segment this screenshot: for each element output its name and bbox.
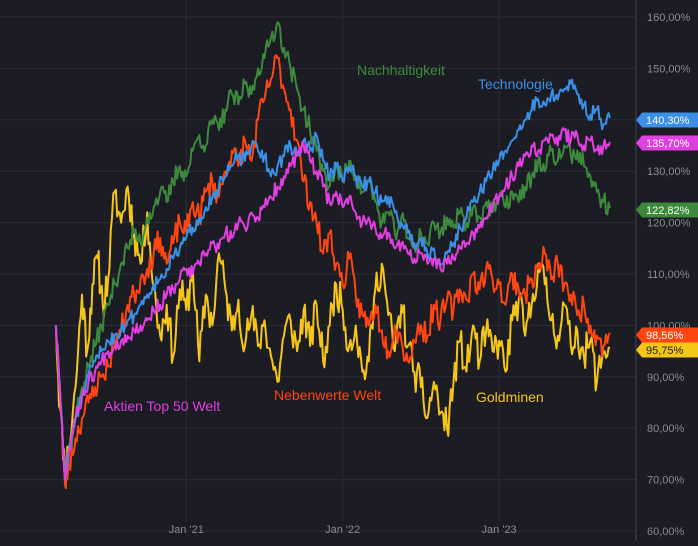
y-tick-label: 90,00%	[647, 372, 685, 384]
end-value-label: 95,75%	[646, 345, 684, 357]
end-value-flag-bg	[636, 135, 698, 151]
end-value-flag: 98,56%	[636, 327, 698, 343]
x-tick-label: Jan '23	[482, 524, 517, 536]
series-line-nebenwerte-welt[interactable]	[54, 54, 611, 490]
series-label: Nebenwerte Welt	[274, 387, 381, 403]
end-value-flag: 95,75%	[636, 342, 698, 358]
series-label: Technologie	[478, 76, 553, 92]
end-value-label: 140,30%	[646, 115, 690, 127]
end-value-flag-bg	[636, 202, 698, 218]
end-value-flag-bg	[636, 112, 698, 128]
end-value-flag-bg	[636, 342, 698, 358]
end-value-flag: 122,82%	[636, 202, 698, 218]
end-value-label: 98,56%	[646, 330, 684, 342]
y-tick-label: 120,00%	[647, 218, 691, 230]
y-tick-label: 150,00%	[647, 63, 691, 75]
series-line-technologie[interactable]	[54, 78, 611, 481]
x-tick-label: Jan '21	[169, 524, 204, 536]
end-value-flag-bg	[636, 327, 698, 343]
series-lines	[54, 21, 611, 490]
series-line-nachhaltigkeit[interactable]	[54, 21, 611, 481]
series-line-goldminen[interactable]	[54, 185, 611, 481]
x-tick-label: Jan '22	[325, 524, 360, 536]
series-label: Goldminen	[476, 389, 544, 405]
y-tick-label: 60,00%	[647, 526, 685, 538]
end-value-flag: 140,30%	[636, 112, 698, 128]
y-tick-label: 70,00%	[647, 475, 685, 487]
y-tick-label: 160,00%	[647, 12, 691, 24]
series-label: Nachhaltigkeit	[357, 62, 445, 78]
series-line-aktien-top-50-welt[interactable]	[54, 127, 611, 481]
end-value-label: 135,70%	[646, 138, 690, 150]
series-label: Aktien Top 50 Welt	[104, 398, 220, 414]
y-tick-label: 130,00%	[647, 166, 691, 178]
end-value-label: 122,82%	[646, 205, 690, 217]
y-tick-label: 80,00%	[647, 423, 685, 435]
y-tick-label: 110,00%	[647, 269, 690, 281]
end-value-flag: 135,70%	[636, 135, 698, 151]
